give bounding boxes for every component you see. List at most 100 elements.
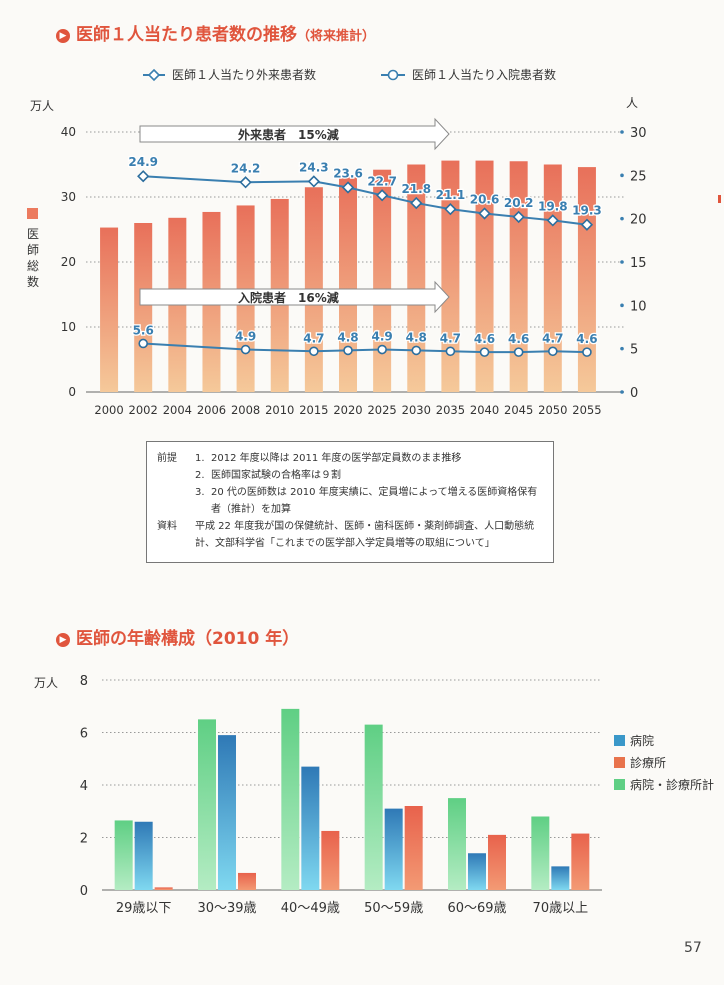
inpatient-value-label: 5.6 — [133, 323, 154, 337]
inpatient-point — [138, 338, 148, 349]
chart1-svg: 医師１人当たり外来患者数 医師１人当たり入院患者数 万人 人 医師総数 0 10 2… — [27, 67, 647, 417]
outpatient-value-label: 19.8 — [538, 199, 568, 213]
inpatient-arrow-shape — [139, 280, 450, 314]
chart1-bar — [577, 167, 596, 392]
chart1-right-tick: 0 — [630, 386, 638, 401]
chart1-x-tick: 2010 — [265, 403, 294, 417]
chart1-title: ▶ 医師１人当たり患者数の推移（将来推計） — [56, 20, 375, 45]
chart1-right-tick: 10 — [630, 299, 647, 314]
chart2-x-tick: 60〜69歳 — [447, 901, 506, 916]
chart2-legend-swatch — [614, 757, 625, 768]
chart2-bar — [571, 833, 590, 890]
chart2-y-tick: 0 — [80, 884, 88, 899]
chart1-x-tick: 2035 — [436, 403, 465, 417]
chart2-bar — [531, 816, 550, 890]
play-icon: ▶ — [56, 633, 70, 647]
outpatient-point — [546, 214, 559, 227]
chart2-title-text: 医師の年齢構成 — [76, 629, 195, 649]
chart1-right-tick: 5 — [630, 343, 638, 358]
inpatient-value-label: 4.9 — [235, 330, 256, 344]
chart2-x-tick: 30〜39歳 — [197, 901, 256, 916]
chart1-x-tick: 2055 — [572, 403, 601, 417]
source-label: 資料 — [157, 521, 177, 532]
outpatient-value-label: 21.1 — [436, 188, 466, 202]
chart1-right-tick-dot — [620, 303, 624, 308]
chart2-bar — [198, 719, 216, 890]
outpatient-point — [376, 189, 389, 202]
outpatient-point — [444, 203, 457, 216]
inpatient-arrow-label: 入院患者 16%減 — [238, 290, 339, 305]
chart1-right-tick-dot — [620, 390, 624, 394]
outpatient-point — [341, 181, 355, 194]
chart2-title: ▶ 医師の年齢構成（2010 年） — [56, 624, 299, 649]
chart1-right-tick: 30 — [630, 126, 647, 141]
inpatient-point — [547, 346, 558, 357]
chart2-bar — [134, 821, 153, 890]
inpatient-point — [343, 345, 353, 356]
chart1-x-tick: 2002 — [129, 403, 158, 417]
page-number: 57 — [684, 940, 702, 956]
chart1-right-tick: 15 — [630, 256, 647, 271]
chart1-x-tick: 2040 — [470, 403, 499, 417]
bar-legend-swatch — [27, 208, 38, 219]
outpatient-value-label: 24.9 — [128, 155, 158, 169]
chart1-x-tick: 2020 — [333, 403, 362, 417]
chart1-bar — [509, 161, 528, 392]
inpatient-point — [479, 347, 490, 357]
chart2-x-tick: 40〜49歳 — [281, 901, 340, 916]
premise-num: 3. — [195, 487, 205, 498]
legend-outpatient-marker — [147, 68, 161, 82]
outpatient-value-label: 22.7 — [367, 174, 397, 188]
chart1-x-tick: 2045 — [504, 403, 533, 417]
legend-outpatient-label: 医師１人当たり外来患者数 — [172, 67, 316, 82]
inpatient-point — [513, 347, 524, 357]
premise-item: 2012 年度以降は 2011 年度の医学部定員数のまま推移 — [211, 453, 462, 464]
chart2-legend-swatch — [614, 779, 625, 790]
page-edge-mark — [718, 195, 721, 203]
chart1-bar — [339, 177, 357, 392]
chart2-bar — [218, 735, 236, 890]
inpatient-point — [582, 347, 592, 357]
chart2-bar — [321, 830, 340, 890]
outpatient-arrow-shape — [139, 117, 450, 151]
outpatient-point — [512, 210, 525, 224]
chart2-y-tick: 2 — [80, 832, 88, 847]
inpatient-value-label: 4.8 — [337, 330, 358, 344]
premise-item: 医師国家試験の合格率は９割 — [211, 470, 341, 481]
legend-inpatient-marker — [387, 69, 399, 81]
chart2-bar — [154, 887, 173, 890]
chart1-right-tick-dot — [620, 346, 624, 351]
chart1-x-tick: 2006 — [197, 403, 226, 417]
outpatient-value-label: 19.3 — [572, 204, 602, 218]
chart2-x-tick: 29歳以下 — [116, 901, 172, 916]
chart1-left-tick: 20 — [61, 255, 76, 269]
chart1-x-tick: 2004 — [163, 403, 192, 417]
inpatient-value-label: 4.7 — [440, 331, 461, 345]
chart2-legend-label: 診療所 — [630, 755, 666, 770]
outpatient-arrow-label: 外来患者 15%減 — [238, 127, 339, 142]
chart1-subtitle: （将来推計） — [297, 29, 376, 44]
chart1-x-tick: 2050 — [538, 403, 567, 417]
chart2-bar — [488, 834, 506, 890]
inpatient-value-label: 4.7 — [303, 331, 324, 345]
chart2-legend-label: 病院 — [630, 733, 654, 748]
chart2-y-tick: 8 — [80, 674, 88, 689]
right-axis-unit: 人 — [626, 96, 638, 110]
inpatient-point — [445, 346, 456, 357]
premise-label: 前提 — [157, 453, 177, 464]
inpatient-point — [240, 344, 251, 355]
chart1-right-tick-dot — [620, 173, 624, 178]
premise-num: 1. — [195, 453, 205, 464]
left-axis-label: 医師総数 — [27, 227, 39, 289]
chart2-bar — [468, 853, 486, 890]
inpatient-value-label: 4.7 — [542, 331, 563, 345]
premise-num: 2. — [195, 470, 205, 481]
source-text: 平成 22 年度我が国の保健統計、医師・歯科医師・薬剤師調査、人口動態統計、文部… — [195, 521, 535, 549]
outpatient-value-label: 24.2 — [231, 161, 261, 175]
chart1-x-tick: 2025 — [367, 403, 396, 417]
chart1-bar — [100, 227, 119, 392]
inpatient-value-label: 4.6 — [474, 332, 495, 346]
chart2-x-tick: 50〜59歳 — [364, 901, 423, 916]
chart1-right-tick: 25 — [630, 169, 647, 184]
left-axis-unit: 万人 — [30, 99, 54, 113]
